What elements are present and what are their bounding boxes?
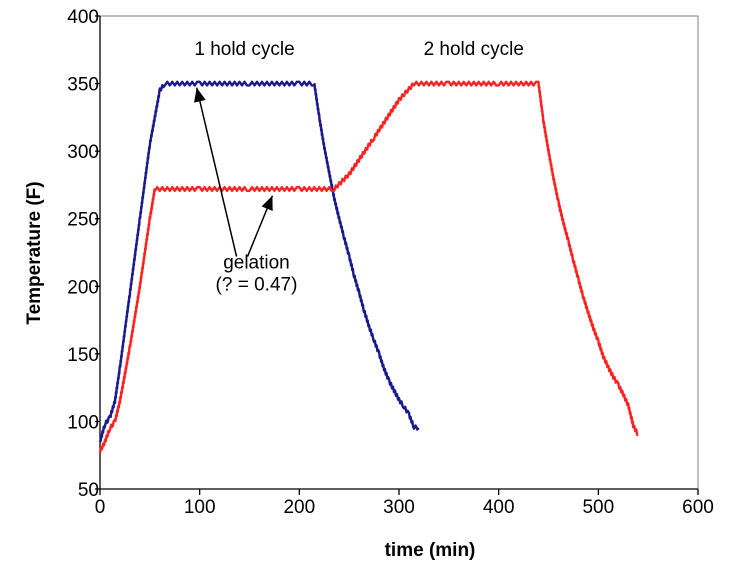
x-tick-label: 200 — [283, 497, 315, 518]
x-tick-label: 300 — [383, 497, 415, 518]
annotation-text: 2 hold cycle — [424, 39, 524, 60]
arrowhead — [194, 87, 206, 103]
plot-area — [99, 15, 699, 490]
series-layer — [98, 80, 639, 454]
y-tick-label: 50 — [78, 480, 99, 501]
x-tick-label: 0 — [95, 497, 106, 518]
y-tick-label: 150 — [67, 345, 99, 366]
annotation-layer: 1 hold cycle 2 hold cycle gelation(? = 0.4… — [194, 39, 524, 295]
y-tick-label: 300 — [67, 142, 99, 163]
arrowhead — [261, 195, 273, 211]
annotation-text: 1 hold cycle — [194, 39, 294, 60]
annotation-text: gelation — [223, 253, 290, 274]
y-tick-label: 400 — [67, 7, 99, 28]
y-tick-label: 100 — [67, 412, 99, 433]
x-tick-label: 100 — [184, 497, 216, 518]
y-axis-title: Temperature (F) — [24, 181, 45, 324]
series-line-2 — [98, 80, 639, 454]
x-tick-label: 600 — [682, 497, 714, 518]
x-axis-title: time (min) — [385, 540, 476, 561]
y-tick-label: 250 — [67, 210, 99, 231]
y-tick-label: 350 — [67, 75, 99, 96]
series-line-1 — [98, 80, 420, 443]
annotation-text: (? = 0.47) — [216, 274, 298, 295]
y-tick-label: 200 — [67, 277, 99, 298]
annotation-arrow — [195, 87, 238, 257]
x-tick-label: 500 — [582, 497, 614, 518]
axes: 0 100 200 300 400 500 600 50 100 150 200 250 300 350 4… — [67, 7, 714, 518]
x-tick-label: 400 — [483, 497, 515, 518]
